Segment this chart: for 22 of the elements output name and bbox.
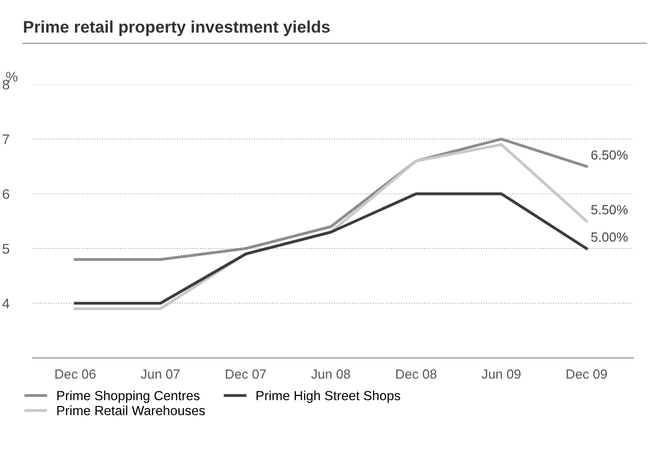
y-tick-label: 8 bbox=[2, 80, 10, 90]
y-axis-title: % bbox=[6, 72, 18, 82]
legend-label: Prime Shopping Centres bbox=[57, 390, 200, 403]
y-tick-label: 6 bbox=[2, 189, 10, 199]
y-tick-label: 5 bbox=[2, 244, 10, 254]
x-tick-label: Jun 07 bbox=[140, 369, 180, 379]
data-label: 6.50% bbox=[591, 150, 628, 160]
legend-label: Prime High Street Shops bbox=[256, 390, 400, 403]
y-tick-label: 4 bbox=[2, 298, 10, 308]
data-label: 5.50% bbox=[591, 205, 628, 214]
data-label: 5.00% bbox=[591, 232, 628, 242]
x-tick-label: Jun 08 bbox=[311, 369, 350, 379]
x-tick-label: Jun 09 bbox=[482, 369, 521, 379]
chart-title: Prime retail property investment yields bbox=[24, 20, 330, 36]
legend-label: Prime Retail Warehouses bbox=[57, 406, 205, 416]
line-series bbox=[74, 192, 588, 305]
x-tick-label: Dec 09 bbox=[566, 369, 607, 379]
line-series bbox=[74, 138, 588, 261]
x-tick-label: Dec 07 bbox=[226, 369, 266, 379]
x-tick-label: Dec 08 bbox=[396, 369, 436, 379]
x-tick-label: Dec 06 bbox=[55, 369, 96, 379]
y-tick-label: 7 bbox=[2, 134, 10, 144]
